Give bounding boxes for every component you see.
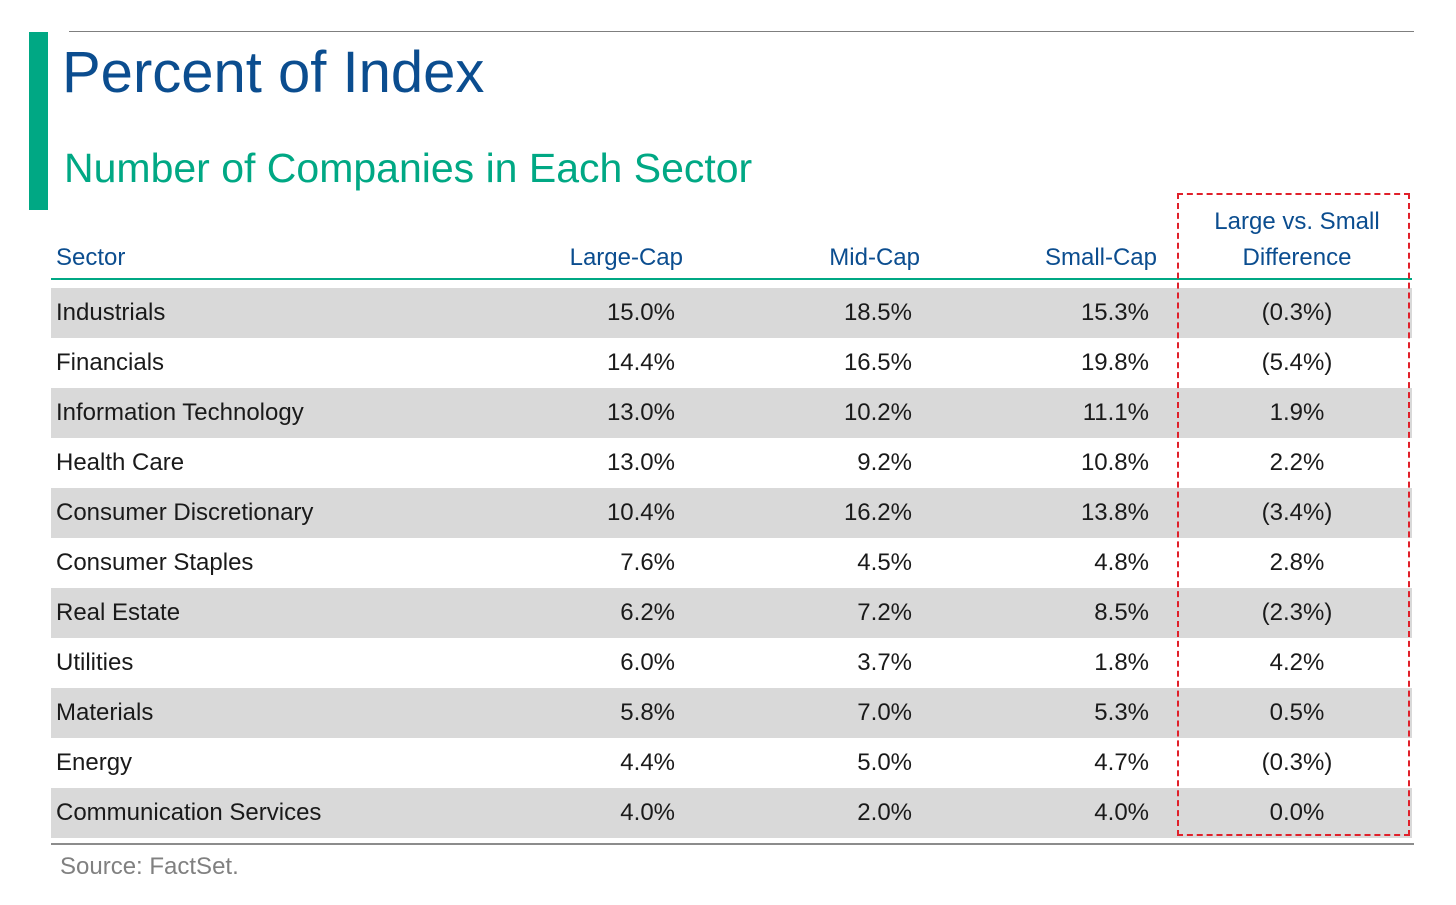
cell-sector: Consumer Discretionary	[56, 499, 314, 526]
cell-large-cap: 6.2%	[620, 599, 675, 626]
cell-difference: (3.4%)	[1261, 499, 1333, 526]
cell-mid-cap: 3.7%	[857, 649, 912, 676]
table-row: Communication Services 4.0% 2.0% 4.0% 0.…	[51, 788, 1412, 838]
cell-difference: 1.9%	[1269, 399, 1325, 426]
cell-mid-cap: 18.5%	[843, 299, 912, 326]
table-row: Financials 14.4% 16.5% 19.8% (5.4%)	[51, 338, 1412, 388]
cell-sector: Health Care	[56, 449, 185, 476]
top-divider	[69, 31, 1414, 32]
header-small-cap: Small-Cap	[1044, 244, 1157, 271]
cell-large-cap: 4.0%	[620, 799, 675, 826]
cell-sector: Energy	[56, 749, 133, 776]
cell-sector: Industrials	[56, 299, 166, 326]
cell-small-cap: 4.8%	[1094, 549, 1149, 576]
cell-small-cap: 19.8%	[1080, 349, 1149, 376]
cell-sector: Materials	[56, 699, 154, 726]
cell-mid-cap: 16.2%	[843, 499, 912, 526]
table-row: Utilities 6.0% 3.7% 1.8% 4.2%	[51, 638, 1412, 688]
table-row: Consumer Staples 7.6% 4.5% 4.8% 2.8%	[51, 538, 1412, 588]
sector-table: Sector Large-Cap Mid-Cap Small-Cap Large…	[51, 196, 1412, 838]
cell-sector: Consumer Staples	[56, 549, 254, 576]
cell-large-cap: 7.6%	[620, 549, 675, 576]
cell-small-cap: 5.3%	[1094, 699, 1149, 726]
cell-mid-cap: 9.2%	[857, 449, 912, 476]
table-body: Industrials 15.0% 18.5% 15.3% (0.3%) Fin…	[51, 288, 1412, 838]
header-mid-cap: Mid-Cap	[829, 244, 920, 271]
cell-large-cap: 13.0%	[606, 449, 675, 476]
cell-small-cap: 11.1%	[1082, 399, 1149, 426]
cell-sector: Utilities	[56, 649, 134, 676]
cell-mid-cap: 2.0%	[857, 799, 912, 826]
cell-large-cap: 5.8%	[620, 699, 675, 726]
cell-mid-cap: 7.0%	[857, 699, 912, 726]
cell-sector: Financials	[56, 349, 165, 376]
page-subtitle: Number of Companies in Each Sector	[64, 145, 753, 191]
table-row: Energy 4.4% 5.0% 4.7% (0.3%)	[51, 738, 1412, 788]
table-header: Sector Large-Cap Mid-Cap Small-Cap Large…	[51, 196, 1412, 280]
cell-small-cap: 15.3%	[1080, 299, 1149, 326]
page-title: Percent of Index	[62, 40, 485, 105]
cell-small-cap: 4.0%	[1094, 799, 1149, 826]
cell-difference: (2.3%)	[1261, 599, 1333, 626]
table-row: Materials 5.8% 7.0% 5.3% 0.5%	[51, 688, 1412, 738]
accent-bar	[29, 32, 48, 210]
header-difference-line2: Difference	[1242, 244, 1352, 271]
bottom-divider	[51, 843, 1414, 845]
cell-mid-cap: 5.0%	[857, 749, 912, 776]
cell-mid-cap: 10.2%	[843, 399, 912, 426]
table-row: Consumer Discretionary 10.4% 16.2% 13.8%…	[51, 488, 1412, 538]
cell-mid-cap: 4.5%	[857, 549, 912, 576]
cell-small-cap: 8.5%	[1094, 599, 1149, 626]
cell-difference: 2.8%	[1269, 549, 1325, 576]
cell-difference: 0.0%	[1269, 799, 1325, 826]
cell-mid-cap: 16.5%	[843, 349, 912, 376]
cell-large-cap: 10.4%	[606, 499, 675, 526]
cell-small-cap: 10.8%	[1080, 449, 1149, 476]
cell-large-cap: 15.0%	[606, 299, 675, 326]
source-note: Source: FactSet.	[60, 853, 239, 880]
cell-difference: 2.2%	[1269, 449, 1325, 476]
cell-mid-cap: 7.2%	[857, 599, 912, 626]
cell-difference: (5.4%)	[1261, 349, 1333, 376]
header-large-cap: Large-Cap	[569, 244, 683, 271]
cell-small-cap: 1.8%	[1094, 649, 1149, 676]
cell-difference: 4.2%	[1269, 649, 1325, 676]
header-sector: Sector	[56, 244, 126, 271]
table-row: Real Estate 6.2% 7.2% 8.5% (2.3%)	[51, 588, 1412, 638]
cell-small-cap: 13.8%	[1080, 499, 1149, 526]
cell-sector: Communication Services	[56, 799, 322, 826]
cell-difference: (0.3%)	[1261, 299, 1333, 326]
table-row: Industrials 15.0% 18.5% 15.3% (0.3%)	[51, 288, 1412, 338]
table-row: Information Technology 13.0% 10.2% 11.1%…	[51, 388, 1412, 438]
cell-large-cap: 13.0%	[606, 399, 675, 426]
cell-sector: Real Estate	[56, 599, 181, 626]
header-difference: Large vs. Small Difference	[1177, 204, 1417, 276]
cell-difference: 0.5%	[1269, 699, 1325, 726]
header-difference-line1: Large vs. Small	[1214, 208, 1380, 235]
cell-large-cap: 6.0%	[620, 649, 675, 676]
cell-sector: Information Technology	[56, 399, 304, 426]
cell-large-cap: 14.4%	[606, 349, 675, 376]
cell-large-cap: 4.4%	[620, 749, 675, 776]
cell-difference: (0.3%)	[1261, 749, 1333, 776]
cell-small-cap: 4.7%	[1094, 749, 1149, 776]
table-row: Health Care 13.0% 9.2% 10.8% 2.2%	[51, 438, 1412, 488]
